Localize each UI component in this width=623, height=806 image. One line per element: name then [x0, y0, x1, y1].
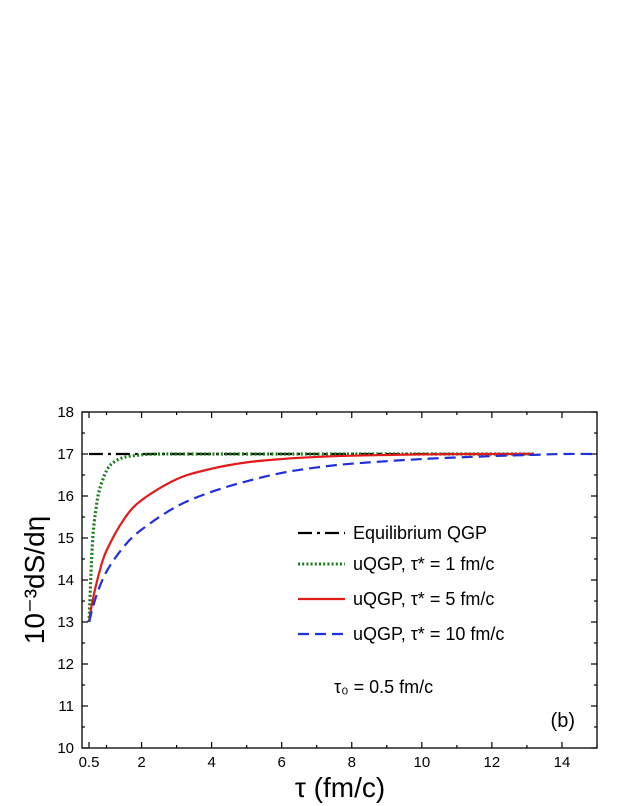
legend-entry-tau1: uQGP, τ* = 1 fm/c [298, 554, 494, 574]
x-tick-label: 12 [484, 754, 501, 771]
x-tick-label: 8 [348, 754, 356, 771]
y-axis-title: 10⁻³dS/dη [19, 516, 50, 644]
x-tick-label: 2 [137, 754, 145, 771]
legend-label-tau5: uQGP, τ* = 5 fm/c [353, 589, 494, 609]
x-tick-label: 6 [278, 754, 286, 771]
series-line-2 [87, 452, 534, 623]
axis-ticks: 0.5 2 4 6 8 10 12 14 10 11 12 13 14 15 16 17 18 [57, 404, 598, 771]
series-line-1 [87, 452, 534, 623]
x-tick-label: 4 [207, 754, 215, 771]
y-tick-label: 10 [57, 740, 74, 757]
y-tick-label: 16 [57, 488, 74, 505]
panel-label: (b) [551, 710, 575, 732]
plot-area [87, 452, 598, 623]
legend-label-tau1: uQGP, τ* = 1 fm/c [353, 554, 494, 574]
y-tick-label: 13 [57, 614, 74, 631]
y-tick-label: 17 [57, 446, 74, 463]
y-tick-label: 15 [57, 530, 74, 547]
y-tick-label: 12 [57, 656, 74, 673]
legend-label-equilibrium: Equilibrium QGP [353, 523, 487, 543]
legend: Equilibrium QGP uQGP, τ* = 1 fm/c uQGP, … [298, 523, 504, 644]
legend-entry-tau5: uQGP, τ* = 5 fm/c [298, 589, 494, 609]
tau0-annotation: τ₀ = 0.5 fm/c [334, 677, 433, 697]
x-tick-label: 10 [413, 754, 430, 771]
legend-entry-equilibrium: Equilibrium QGP [298, 523, 487, 543]
y-tick-label: 14 [57, 572, 74, 589]
legend-label-tau10: uQGP, τ* = 10 fm/c [353, 624, 504, 644]
y-tick-label: 11 [58, 698, 74, 715]
y-tick-label: 18 [57, 404, 74, 421]
x-tick-label: 14 [554, 754, 571, 771]
series-line-3 [87, 452, 598, 623]
plot-frame [81, 411, 598, 749]
x-tick-label: 0.5 [79, 754, 100, 771]
x-axis-title: τ (fm/c) [295, 772, 385, 803]
legend-entry-tau10: uQGP, τ* = 10 fm/c [298, 624, 504, 644]
